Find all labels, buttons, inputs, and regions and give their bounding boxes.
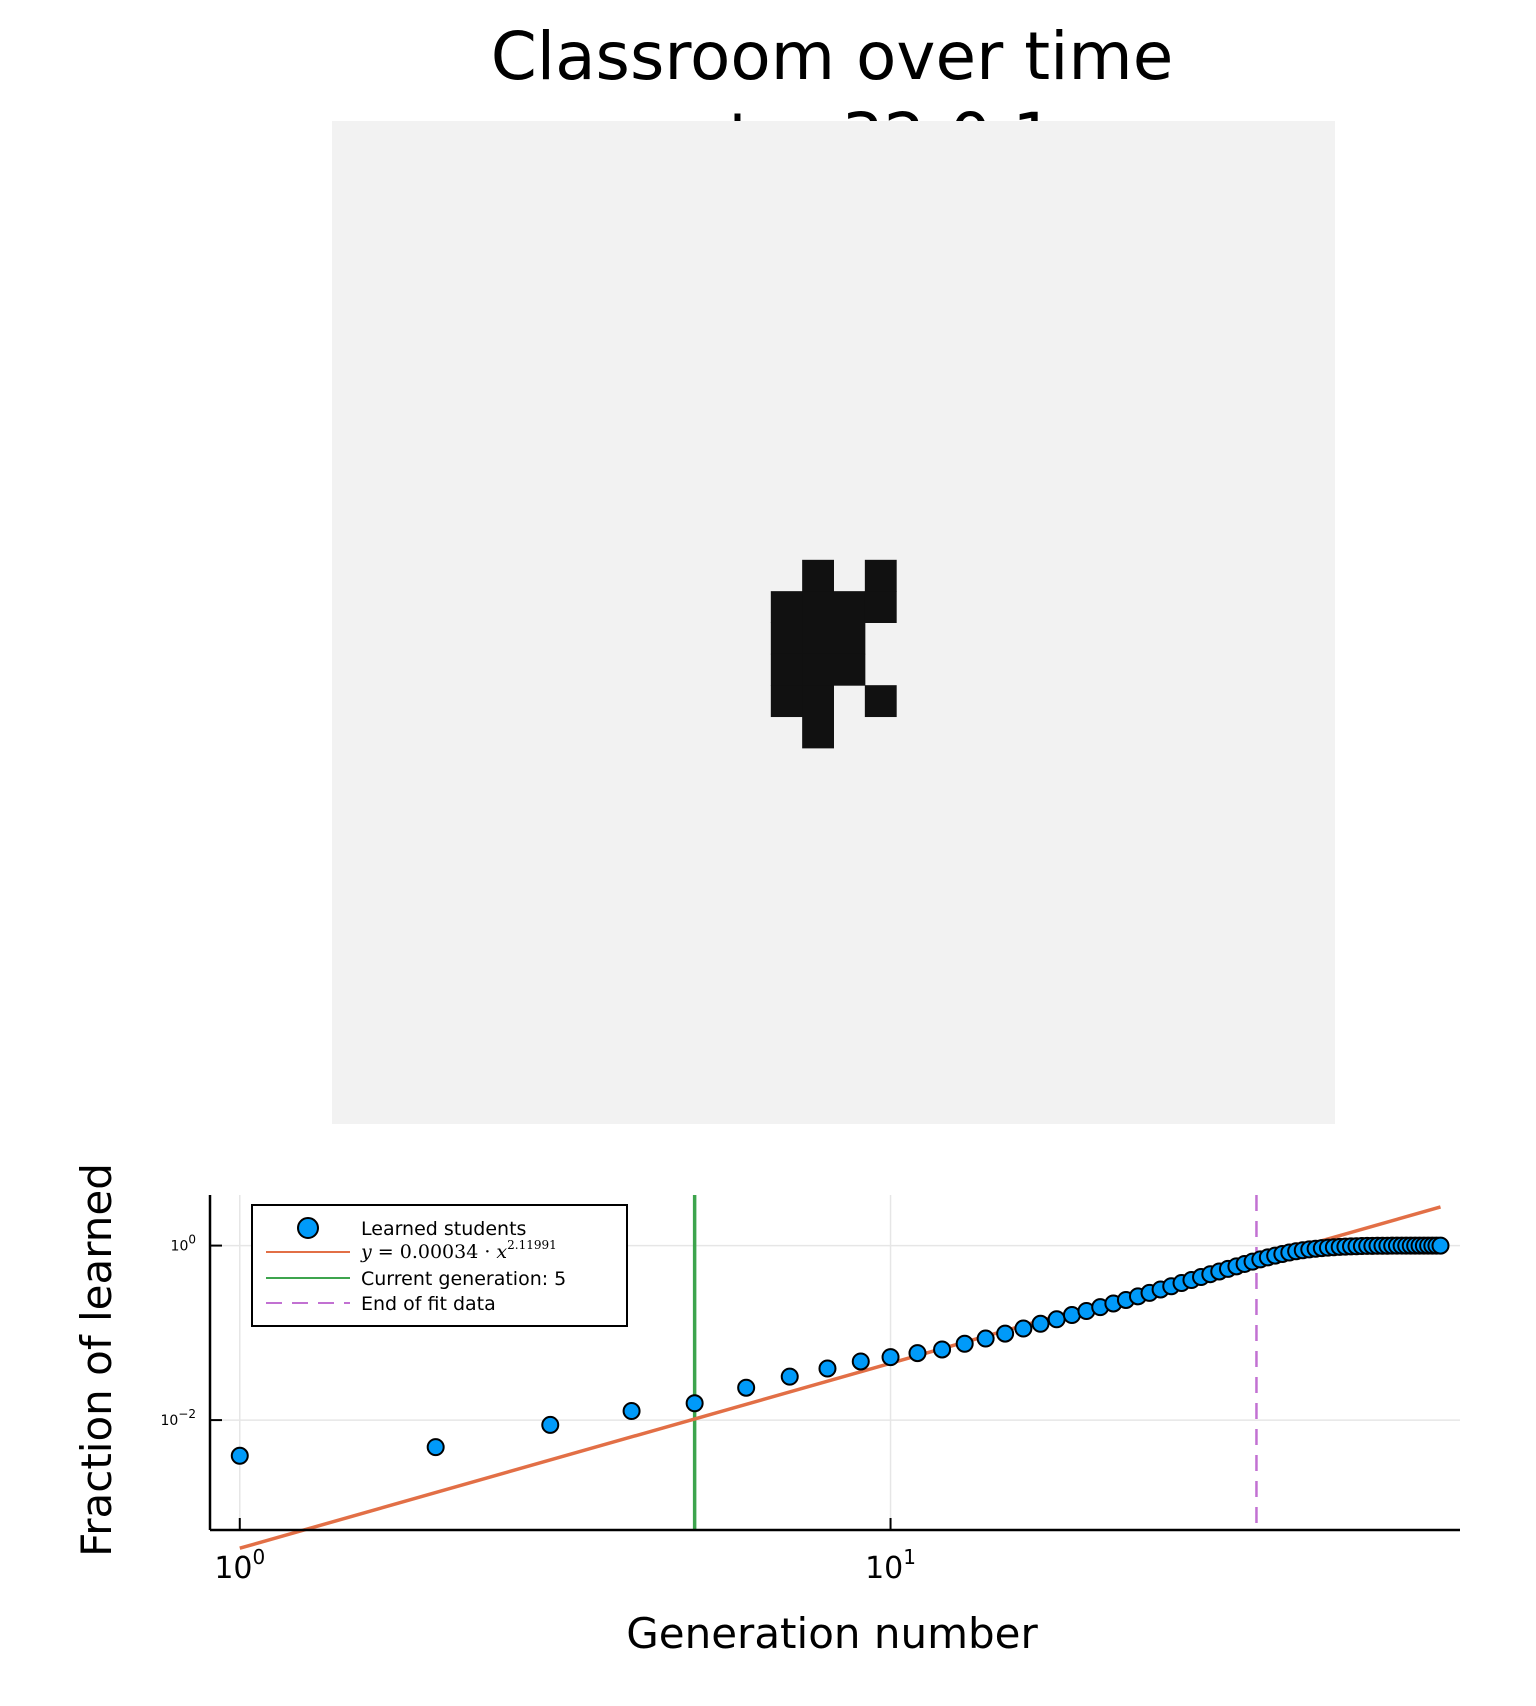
heatmap-learned-cell [770,685,803,718]
heatmap-learned-cell [770,622,803,655]
heatmap-learned-cell [864,559,897,592]
x-axis-label: Generation number [626,1609,1038,1658]
legend-label-learned-students: Learned students [361,1218,526,1240]
data-point [685,1394,704,1413]
heatmap-learned-cell [864,685,897,718]
plot-series [230,1195,1450,1550]
heatmap-learned-cell [770,591,803,623]
data-point [230,1446,249,1465]
data-point [976,1329,995,1348]
y-tick-label: 10−2 [160,1407,196,1429]
legend-label-end-of-fit: End of fit data [361,1293,496,1315]
heatmap-learned-cell [833,591,866,623]
heatmap-learned-cell [802,716,834,749]
plot-axes [208,1195,1460,1532]
y-tick-label: 100 [171,1233,196,1255]
x-tick-label: 100 [214,1545,265,1586]
chart-title-line-1: Classroom over time [491,18,1174,95]
plot-ticks: 100 101 10−2 100 [160,1233,916,1586]
data-point [426,1438,445,1457]
data-point [881,1348,900,1367]
data-point [1062,1306,1081,1325]
data-point [818,1359,837,1378]
data-point [622,1402,641,1421]
heatmap-learned-cell [802,591,834,623]
heatmap-learned-cell [802,622,834,655]
learning-curve-plot: 100 101 10−2 100 Generation number Fraction… [72,1163,1460,1658]
data-point [955,1334,974,1353]
legend-fit-exp: 2.11991 [507,1238,557,1252]
heatmap-learned-cell [802,653,834,686]
legend-fit-lhs: y [360,1241,372,1263]
heatmap-learned-cell [833,622,866,655]
data-point [541,1415,560,1434]
data-point [780,1367,799,1386]
y-axis-label: Fraction of learned [72,1163,121,1557]
heatmap-learned-cell [770,653,803,686]
legend-label-fit-line: y = 0.00034 · x2.11991 [360,1238,557,1263]
data-point [1014,1319,1033,1338]
data-point [1431,1236,1450,1255]
legend: Learned students y = 0.00034 · x2.11991 … [251,1204,628,1327]
data-point [933,1340,952,1359]
classroom-heatmap [332,121,1335,1124]
data-point [996,1324,1015,1343]
data-point [1047,1310,1066,1329]
heatmap-learned-cell [833,653,866,686]
data-point [851,1352,870,1371]
data-point [908,1344,927,1363]
legend-fit-var: x [496,1241,507,1263]
heatmap-learned-cell [864,591,897,623]
heatmap-learned-cell [802,559,834,592]
x-tick-label: 101 [865,1545,916,1586]
heatmap-learned-cell [802,685,834,718]
legend-fit-eq: = 0.00034 · [372,1241,497,1263]
legend-marker-learned-students [297,1217,319,1239]
data-point [737,1378,756,1397]
data-point [1031,1314,1050,1333]
legend-label-current-generation: Current generation: 5 [361,1268,566,1290]
